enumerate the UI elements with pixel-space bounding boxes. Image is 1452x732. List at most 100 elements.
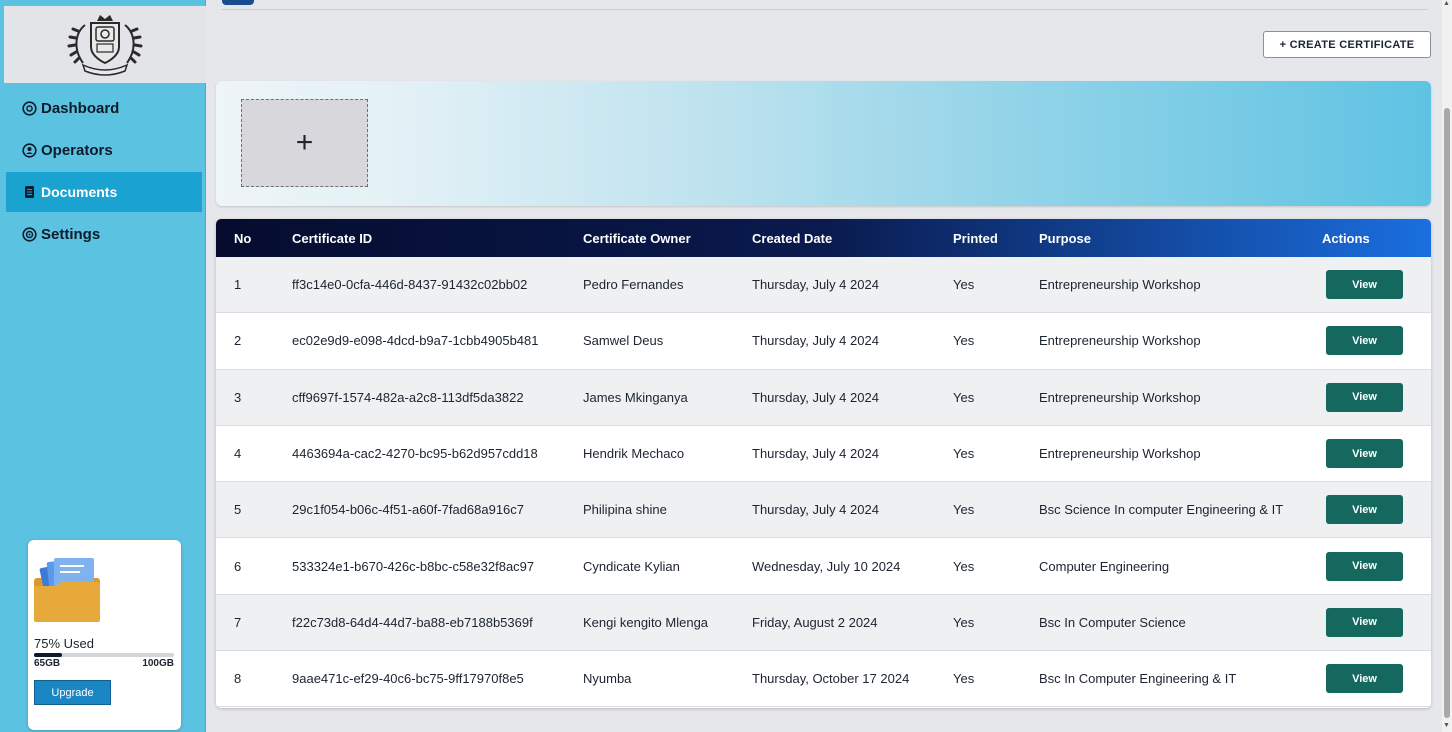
logo[interactable] bbox=[4, 6, 206, 83]
column-header-certificate-id[interactable]: Certificate ID bbox=[292, 230, 373, 246]
cell-purpose: Bsc Science In computer Engineering & IT bbox=[1039, 502, 1284, 518]
plus-icon: + bbox=[295, 126, 314, 159]
cell-purpose: Bsc In Computer Science bbox=[1039, 614, 1186, 630]
scrollbar-thumb[interactable] bbox=[1444, 108, 1450, 718]
page-scrollbar[interactable]: ▲ ▼ bbox=[1442, 0, 1452, 732]
cell-certificate-owner: James Mkinganya bbox=[583, 389, 688, 405]
view-button[interactable]: View bbox=[1326, 270, 1403, 300]
cell-no: 8 bbox=[234, 671, 242, 687]
column-header-purpose[interactable]: Purpose bbox=[1039, 230, 1092, 246]
cell-certificate-id: ff3c14e0-0cfa-446d-8437-91432c02bb02 bbox=[292, 277, 528, 293]
cell-printed: Yes bbox=[953, 671, 975, 687]
cell-printed: Yes bbox=[953, 277, 975, 293]
view-button[interactable]: View bbox=[1326, 326, 1403, 356]
cell-created-date: Friday, August 2 2024 bbox=[752, 614, 878, 630]
cell-printed: Yes bbox=[953, 558, 975, 574]
cell-no: 6 bbox=[234, 558, 242, 574]
cell-purpose: Entrepreneurship Workshop bbox=[1039, 389, 1201, 405]
scroll-down-arrow-icon[interactable]: ▼ bbox=[1443, 722, 1450, 729]
cell-no: 4 bbox=[234, 446, 242, 462]
table-header: No Certificate ID Certificate Owner Crea… bbox=[216, 219, 1431, 257]
sidebar-item-settings[interactable]: Settings bbox=[6, 214, 202, 254]
dashboard-icon bbox=[22, 100, 37, 116]
settings-icon bbox=[22, 226, 37, 242]
view-button[interactable]: View bbox=[1326, 382, 1403, 412]
cell-no: 2 bbox=[234, 333, 242, 349]
sidebar-item-label: Dashboard bbox=[41, 99, 120, 117]
sidebar-item-dashboard[interactable]: Dashboard bbox=[6, 88, 202, 128]
cell-created-date: Thursday, July 4 2024 bbox=[752, 389, 879, 405]
cell-created-date: Thursday, July 4 2024 bbox=[752, 333, 879, 349]
cell-purpose: Entrepreneurship Workshop bbox=[1039, 277, 1201, 293]
view-button[interactable]: View bbox=[1326, 439, 1403, 469]
table-row: 7 f22c73d8-64d4-44d7-ba88-eb7188b5369f Ken… bbox=[216, 594, 1431, 652]
table-row: 1 ff3c14e0-0cfa-446d-8437-91432c02bb02 Ped… bbox=[216, 257, 1431, 314]
cell-printed: Yes bbox=[953, 502, 975, 518]
table-row: 8 9aae471c-ef29-40c6-bc75-9ff17970f8e5 Nyu… bbox=[216, 651, 1431, 708]
add-template-button[interactable]: + bbox=[241, 99, 368, 187]
operators-icon bbox=[22, 142, 37, 158]
sidebar-item-label: Documents bbox=[41, 184, 118, 200]
upload-banner: + bbox=[216, 81, 1431, 206]
view-button[interactable]: View bbox=[1326, 495, 1403, 525]
cell-certificate-owner: Nyumba bbox=[583, 671, 632, 687]
column-header-certificate-owner[interactable]: Certificate Owner bbox=[583, 230, 691, 246]
cell-no: 1 bbox=[234, 277, 242, 293]
sidebar-item-label: Operators bbox=[41, 141, 113, 159]
cell-purpose: Entrepreneurship Workshop bbox=[1039, 446, 1201, 462]
cell-certificate-owner: Kengi kengito Mlenga bbox=[583, 614, 709, 630]
cell-certificate-id: cff9697f-1574-482a-a2c8-113df5da3822 bbox=[292, 389, 524, 405]
table-body: 1 ff3c14e0-0cfa-446d-8437-91432c02bb02 Ped… bbox=[216, 257, 1431, 708]
storage-progress-fill bbox=[34, 653, 62, 657]
storage-max-label: 100GB bbox=[142, 658, 174, 669]
upgrade-button[interactable]: Upgrade bbox=[34, 680, 111, 705]
table-row: 4 4463694a-cac2-4270-bc95-b62d957cdd18 Hen… bbox=[216, 425, 1431, 483]
cell-no: 7 bbox=[234, 614, 242, 630]
cell-purpose: Bsc In Computer Engineering & IT bbox=[1039, 671, 1237, 687]
storage-sizes: 65GB 100GB bbox=[34, 658, 174, 669]
cell-certificate-id: f22c73d8-64d4-44d7-ba88-eb7188b5369f bbox=[292, 614, 533, 630]
cell-printed: Yes bbox=[953, 389, 975, 405]
scroll-up-arrow-icon[interactable]: ▲ bbox=[1443, 0, 1450, 7]
cell-purpose: Computer Engineering bbox=[1039, 558, 1170, 574]
cell-created-date: Wednesday, July 10 2024 bbox=[752, 558, 901, 574]
cell-certificate-owner: Samwel Deus bbox=[583, 333, 664, 349]
top-tab-marker bbox=[222, 0, 254, 5]
view-button[interactable]: View bbox=[1326, 607, 1403, 637]
documents-icon bbox=[22, 185, 37, 200]
view-button[interactable]: View bbox=[1326, 664, 1403, 694]
legitify-logo-icon bbox=[67, 14, 143, 76]
table-row: 6 533324e1-b670-426c-b8bc-c58e32f8ac97 Cyn… bbox=[216, 538, 1431, 595]
cell-no: 5 bbox=[234, 502, 242, 518]
column-header-created-date[interactable]: Created Date bbox=[752, 230, 833, 246]
cell-certificate-id: 9aae471c-ef29-40c6-bc75-9ff17970f8e5 bbox=[292, 671, 524, 687]
create-certificate-button[interactable]: + CREATE CERTIFICATE bbox=[1263, 31, 1431, 58]
column-header-no[interactable]: No bbox=[234, 230, 252, 246]
cell-created-date: Thursday, July 4 2024 bbox=[752, 277, 879, 293]
cell-certificate-id: 533324e1-b670-426c-b8bc-c58e32f8ac97 bbox=[292, 558, 535, 574]
table-row: 3 cff9697f-1574-482a-a2c8-113df5da3822 Jam… bbox=[216, 369, 1431, 426]
cell-printed: Yes bbox=[953, 446, 975, 462]
cell-certificate-owner: Philipina shine bbox=[583, 502, 667, 518]
cell-certificate-owner: Pedro Fernandes bbox=[583, 277, 684, 293]
sidebar-nav: Dashboard Operators Documents Settings bbox=[0, 88, 206, 256]
table-row: 2 ec02e9d9-e098-4dcd-b9a7-1cbb4905b481 Sam… bbox=[216, 313, 1431, 370]
cell-printed: Yes bbox=[953, 333, 975, 349]
view-button[interactable]: View bbox=[1326, 551, 1403, 581]
storage-progress-bar bbox=[34, 653, 174, 657]
cell-certificate-owner: Hendrik Mechaco bbox=[583, 446, 685, 462]
cell-created-date: Thursday, July 4 2024 bbox=[752, 502, 879, 518]
sidebar: Dashboard Operators Documents Settings bbox=[0, 0, 206, 732]
table-row: 5 29c1f054-b06c-4f51-a60f-7fad68a916c7 Phi… bbox=[216, 482, 1431, 539]
sidebar-item-documents[interactable]: Documents bbox=[6, 172, 202, 212]
certificates-table: No Certificate ID Certificate Owner Crea… bbox=[216, 219, 1431, 708]
sidebar-item-operators[interactable]: Operators bbox=[6, 130, 202, 170]
column-header-printed[interactable]: Printed bbox=[953, 230, 998, 246]
cell-certificate-id: ec02e9d9-e098-4dcd-b9a7-1cbb4905b481 bbox=[292, 333, 539, 349]
cell-certificate-owner: Cyndicate Kylian bbox=[583, 558, 680, 574]
storage-card: 75% Used 65GB 100GB Upgrade bbox=[28, 540, 181, 730]
cell-created-date: Thursday, July 4 2024 bbox=[752, 446, 879, 462]
cell-certificate-id: 4463694a-cac2-4270-bc95-b62d957cdd18 bbox=[292, 446, 538, 462]
column-header-actions: Actions bbox=[1322, 230, 1370, 246]
cell-purpose: Entrepreneurship Workshop bbox=[1039, 333, 1201, 349]
